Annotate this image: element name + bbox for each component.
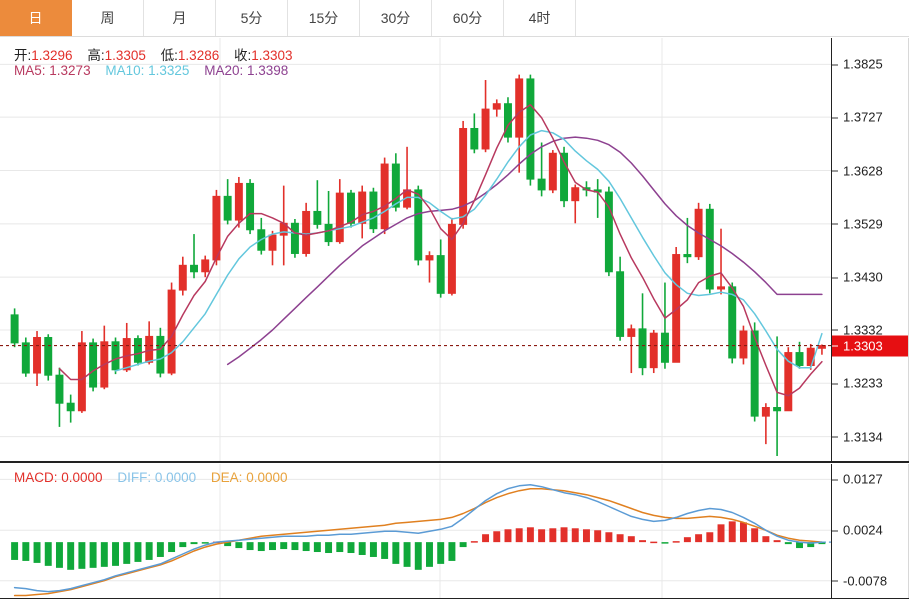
price-axis-tick: 1.3628 bbox=[832, 163, 883, 178]
tab-5min[interactable]: 5分 bbox=[216, 0, 288, 36]
tab-4hour[interactable]: 4时 bbox=[504, 0, 576, 36]
tab-label: 周 bbox=[100, 10, 115, 26]
tab-label: 60分 bbox=[452, 10, 483, 26]
macd-indicator-chart bbox=[0, 464, 831, 598]
price-plot-area[interactable] bbox=[0, 38, 832, 461]
price-axis-tick: 1.3825 bbox=[832, 57, 883, 72]
tab-60min[interactable]: 60分 bbox=[432, 0, 504, 36]
tab-day[interactable]: 日 bbox=[0, 0, 72, 36]
price-axis: 1.3825 1.3727 1.3628 1.3529 1.3430 1.3332 1.32… bbox=[832, 38, 909, 461]
tab-label: 15分 bbox=[308, 10, 339, 26]
price-axis-tick: 1.3332 bbox=[832, 322, 883, 337]
tab-15min[interactable]: 15分 bbox=[288, 0, 360, 36]
price-axis-tick: 1.3529 bbox=[832, 216, 883, 231]
macd-chart-panel: MACD: 0.0000 DIFF: 0.0000 DEA: 0.0000 0.… bbox=[0, 464, 909, 599]
candlestick-chart bbox=[0, 38, 831, 461]
tab-30min[interactable]: 30分 bbox=[360, 0, 432, 36]
tab-label: 4时 bbox=[528, 10, 551, 26]
price-axis-tick: 1.3233 bbox=[832, 376, 883, 391]
tab-label: 月 bbox=[172, 10, 187, 26]
current-price-badge: 1.3303 bbox=[832, 335, 908, 357]
macd-axis-tick: -0.0078 bbox=[832, 573, 887, 588]
tab-label: 5分 bbox=[240, 10, 263, 26]
tab-month[interactable]: 月 bbox=[144, 0, 216, 36]
tab-bar-filler bbox=[576, 0, 909, 36]
macd-axis-tick: 0.0024 bbox=[832, 523, 883, 538]
tab-label: 30分 bbox=[380, 10, 411, 26]
price-axis-tick: 1.3134 bbox=[832, 429, 883, 444]
timeframe-tab-bar[interactable]: 日 周 月 5分 15分 30分 60分 4时 bbox=[0, 0, 909, 37]
macd-axis-tick: 0.0127 bbox=[832, 472, 883, 487]
price-axis-tick: 1.3430 bbox=[832, 270, 883, 285]
price-axis-tick: 1.3727 bbox=[832, 110, 883, 125]
price-chart-panel: 开:1.3296 高:1.3305 低:1.3286 收:1.3303 MA5:… bbox=[0, 38, 909, 463]
macd-plot-area[interactable] bbox=[0, 464, 832, 598]
macd-axis: 0.0127 0.0024 -0.0078 bbox=[832, 464, 909, 598]
tab-week[interactable]: 周 bbox=[72, 0, 144, 36]
tab-label: 日 bbox=[28, 10, 43, 26]
